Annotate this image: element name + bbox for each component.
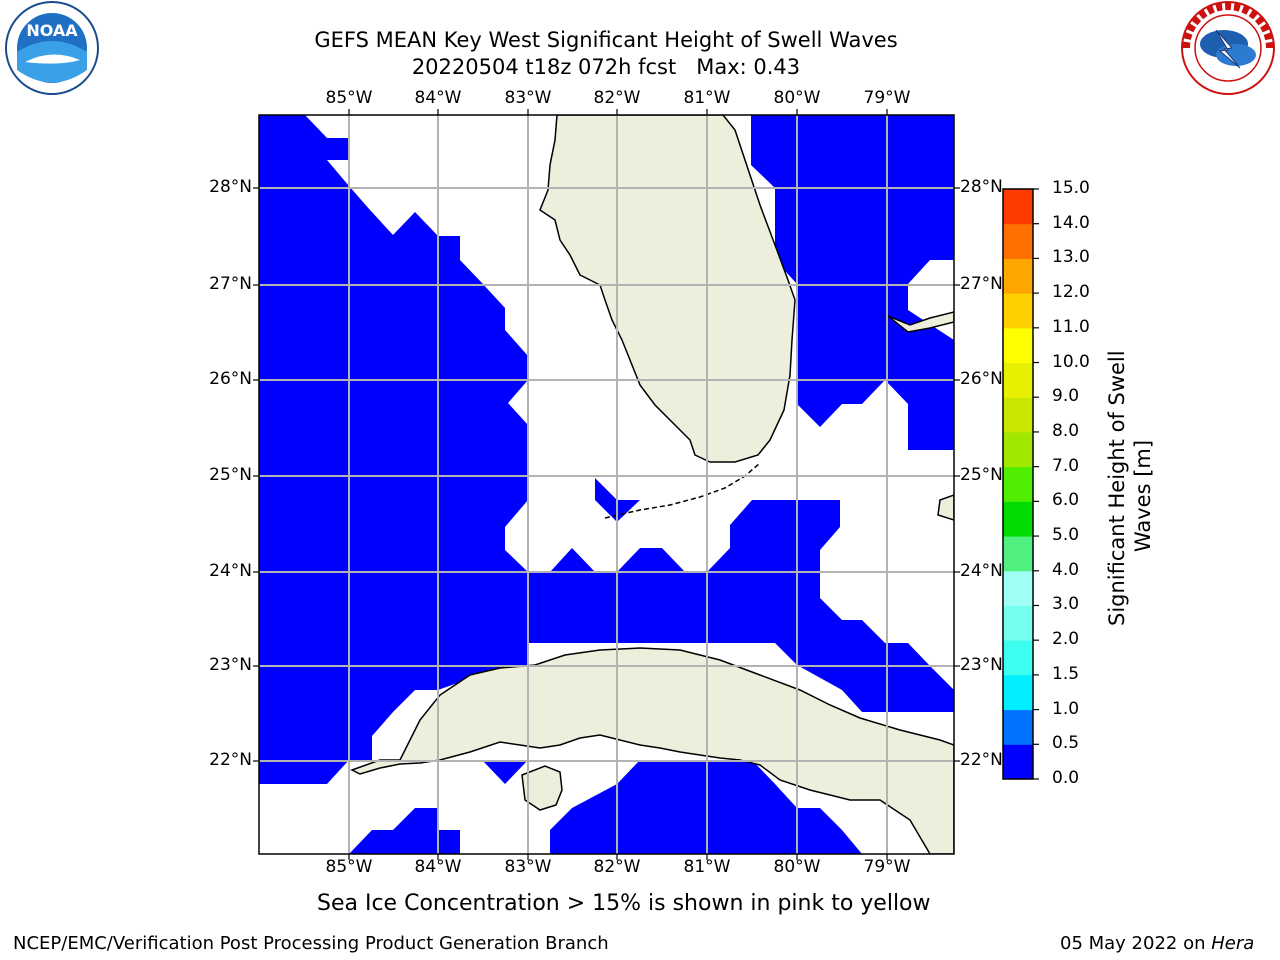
swell-region <box>349 808 460 854</box>
colorbar-tick-label: 3.0 <box>1052 594 1080 615</box>
colorbar-tick-label: 1.0 <box>1052 698 1080 719</box>
lat-label-left: 27°N <box>209 274 252 294</box>
noaa-logo-text: NOAA <box>26 21 78 40</box>
colorbar-bin <box>1003 536 1033 572</box>
colorbar-tick-label: 1.5 <box>1052 663 1080 684</box>
lat-label-right: 26°N <box>960 369 1003 389</box>
colorbar-tick-label: 13.0 <box>1052 247 1090 268</box>
lon-label-top: 85°W <box>325 88 373 108</box>
chart-title: GEFS MEAN Key West Significant Height of… <box>314 28 898 52</box>
colorbar-bin <box>1003 362 1033 398</box>
colorbar-label-line1: Significant Height of Swell <box>1105 350 1129 626</box>
graticule <box>259 115 954 854</box>
colorbar-tick-label: 5.0 <box>1052 525 1080 546</box>
lat-label-right: 27°N <box>960 274 1003 294</box>
lat-label-right: 25°N <box>960 465 1003 485</box>
lon-label-bottom: 83°W <box>504 857 552 877</box>
lon-label-top: 83°W <box>504 88 552 108</box>
colorbar-bin <box>1003 258 1033 294</box>
lon-label-top: 79°W <box>863 88 911 108</box>
footer-date: 05 May 2022 on Hera <box>1060 933 1254 954</box>
lon-label-top: 84°W <box>414 88 462 108</box>
colorbar <box>1002 188 1039 780</box>
colorbar-tick-label: 8.0 <box>1052 420 1080 441</box>
nws-logo <box>1181 1 1275 95</box>
lat-label-right: 28°N <box>960 177 1003 197</box>
lat-label-right: 23°N <box>960 655 1003 675</box>
footer-host: Hera <box>1211 933 1255 954</box>
lat-label-right: 24°N <box>960 561 1003 581</box>
colorbar-tick-label: 11.0 <box>1052 316 1090 337</box>
footer-producer: NCEP/EMC/Verification Post Processing Pr… <box>13 933 609 954</box>
colorbar-tick-label: 12.0 <box>1052 282 1090 303</box>
colorbar-bin <box>1003 293 1033 329</box>
colorbar-tick-label: 0.5 <box>1052 733 1080 754</box>
lon-label-bottom: 79°W <box>863 857 911 877</box>
lat-label-left: 24°N <box>209 561 252 581</box>
colorbar-bin <box>1003 223 1033 259</box>
land-masses <box>350 115 954 854</box>
lat-label-left: 22°N <box>209 750 252 770</box>
map-frame <box>258 114 955 855</box>
lat-label-left: 28°N <box>209 177 252 197</box>
colorbar-label: Significant Height of Swell Waves [m] <box>1104 350 1156 626</box>
colorbar-bin <box>1003 605 1033 641</box>
colorbar-tick-label: 7.0 <box>1052 455 1080 476</box>
lon-label-bottom: 81°W <box>683 857 731 877</box>
colorbar-bin <box>1003 570 1033 606</box>
colorbar-tick-label: 10.0 <box>1052 351 1090 372</box>
lat-label-left: 23°N <box>209 655 252 675</box>
swell-region <box>751 115 954 450</box>
chart-subtitle: 20220504 t18z 072h fcst Max: 0.43 <box>411 55 801 79</box>
lon-label-bottom: 85°W <box>325 857 373 877</box>
sea-ice-note: Sea Ice Concentration > 15% is shown in … <box>317 891 931 916</box>
colorbar-bin <box>1003 744 1033 780</box>
lon-label-bottom: 82°W <box>593 857 641 877</box>
colorbar-tick-label: 4.0 <box>1052 559 1080 580</box>
colorbar-bin <box>1003 674 1033 711</box>
colorbar-bin <box>1003 709 1033 745</box>
coastline <box>887 311 954 333</box>
coastline <box>937 494 954 521</box>
colorbar-bin <box>1003 189 1033 225</box>
lon-label-bottom: 80°W <box>773 857 821 877</box>
colorbar-bin <box>1003 397 1033 433</box>
lon-label-top: 82°W <box>593 88 641 108</box>
colorbar-bin <box>1003 466 1033 502</box>
lat-label-left: 25°N <box>209 465 252 485</box>
lon-label-bottom: 84°W <box>414 857 462 877</box>
lat-label-right: 22°N <box>960 750 1003 770</box>
footer-date-text: 05 May 2022 on <box>1060 933 1212 954</box>
colorbar-frame <box>1002 188 1034 780</box>
noaa-logo: NOAA <box>5 1 99 95</box>
colorbar-label-line2: Waves [m] <box>1131 439 1155 553</box>
colorbar-tick-label: 9.0 <box>1052 386 1080 407</box>
colorbar-tick-label: 0.0 <box>1052 768 1080 788</box>
colorbar-bin <box>1003 501 1033 537</box>
colorbar-tick-label: 14.0 <box>1052 212 1090 233</box>
lon-label-top: 80°W <box>773 88 821 108</box>
lon-label-top: 81°W <box>683 88 731 108</box>
colorbar-tick-label: 6.0 <box>1052 490 1080 511</box>
lat-label-left: 26°N <box>209 369 252 389</box>
colorbar-tick-label: 2.0 <box>1052 629 1080 650</box>
map-ticks <box>253 109 960 860</box>
swell-region <box>482 760 528 784</box>
swell-region <box>259 115 954 784</box>
colorbar-tick-label: 15.0 <box>1052 178 1090 198</box>
coastline <box>539 115 796 463</box>
colorbar-bin <box>1003 327 1033 364</box>
colorbar-bin <box>1003 431 1033 468</box>
colorbar-bin <box>1003 640 1033 676</box>
